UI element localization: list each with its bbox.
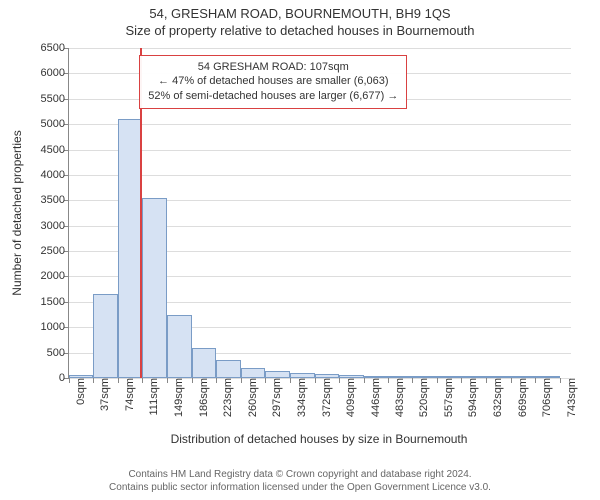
- x-tick-mark: [69, 378, 70, 383]
- histogram-bar: [142, 198, 167, 378]
- y-tick-label: 6500: [41, 42, 69, 54]
- x-tick-label: 483sqm: [392, 378, 406, 417]
- chart-title-subtitle: Size of property relative to detached ho…: [0, 23, 600, 38]
- y-tick-label: 4000: [41, 169, 69, 181]
- chart-title-address: 54, GRESHAM ROAD, BOURNEMOUTH, BH9 1QS: [0, 6, 600, 21]
- x-tick-label: 334sqm: [294, 378, 308, 417]
- x-tick-mark: [265, 378, 266, 383]
- y-tick-label: 4500: [41, 144, 69, 156]
- x-tick-label: 149sqm: [171, 378, 185, 417]
- y-tick-label: 6000: [41, 67, 69, 79]
- histogram-bar: [93, 294, 117, 378]
- plot-area: 0500100015002000250030003500400045005000…: [68, 48, 571, 379]
- x-tick-label: 669sqm: [515, 378, 529, 417]
- histogram-bar: [192, 348, 216, 378]
- grid-line: [69, 48, 571, 49]
- x-tick-label: 111sqm: [146, 378, 160, 416]
- histogram-bar: [118, 119, 142, 378]
- grid-line: [69, 124, 571, 125]
- x-tick-mark: [192, 378, 193, 383]
- info-box-line-2: ← 47% of detached houses are smaller (6,…: [148, 74, 398, 89]
- x-tick-label: 632sqm: [490, 378, 504, 417]
- property-info-box: 54 GRESHAM ROAD: 107sqm← 47% of detached…: [139, 55, 407, 110]
- x-tick-mark: [535, 378, 536, 383]
- y-tick-label: 2500: [41, 245, 69, 257]
- x-tick-label: 260sqm: [245, 378, 259, 417]
- y-tick-label: 0: [59, 372, 69, 384]
- histogram-bar: [216, 360, 240, 378]
- x-tick-label: 706sqm: [539, 378, 553, 417]
- y-tick-label: 1500: [41, 296, 69, 308]
- x-tick-mark: [290, 378, 291, 383]
- x-tick-mark: [437, 378, 438, 383]
- footer-line-1: Contains HM Land Registry data © Crown c…: [0, 468, 600, 481]
- x-tick-label: 520sqm: [416, 378, 430, 417]
- x-tick-mark: [118, 378, 119, 383]
- info-box-line-1: 54 GRESHAM ROAD: 107sqm: [148, 60, 398, 75]
- x-tick-label: 743sqm: [564, 378, 578, 417]
- x-tick-mark: [412, 378, 413, 383]
- x-tick-mark: [241, 378, 242, 383]
- x-tick-mark: [339, 378, 340, 383]
- x-tick-mark: [167, 378, 168, 383]
- x-tick-mark: [461, 378, 462, 383]
- info-box-line-3: 52% of semi-detached houses are larger (…: [148, 89, 398, 104]
- y-tick-label: 2000: [41, 270, 69, 282]
- y-tick-label: 3500: [41, 194, 69, 206]
- chart-footer: Contains HM Land Registry data © Crown c…: [0, 468, 600, 494]
- x-tick-mark: [142, 378, 143, 383]
- y-tick-label: 5500: [41, 93, 69, 105]
- x-tick-mark: [93, 378, 94, 383]
- x-tick-mark: [560, 378, 561, 383]
- histogram-bar: [265, 371, 289, 378]
- grid-line: [69, 175, 571, 176]
- x-tick-label: 409sqm: [343, 378, 357, 417]
- y-tick-label: 5000: [41, 118, 69, 130]
- x-tick-label: 223sqm: [220, 378, 234, 417]
- y-axis-title: Number of detached properties: [10, 48, 24, 378]
- x-tick-label: 297sqm: [269, 378, 283, 417]
- x-tick-label: 446sqm: [368, 378, 382, 417]
- x-tick-label: 0sqm: [73, 378, 87, 405]
- y-tick-label: 500: [47, 347, 69, 359]
- y-tick-label: 3000: [41, 220, 69, 232]
- x-tick-mark: [388, 378, 389, 383]
- x-tick-label: 37sqm: [97, 378, 111, 411]
- x-tick-mark: [486, 378, 487, 383]
- x-tick-mark: [364, 378, 365, 383]
- x-tick-mark: [511, 378, 512, 383]
- x-tick-label: 372sqm: [319, 378, 333, 417]
- x-tick-mark: [216, 378, 217, 383]
- x-tick-label: 74sqm: [122, 378, 136, 411]
- x-tick-label: 186sqm: [196, 378, 210, 417]
- x-tick-label: 594sqm: [465, 378, 479, 417]
- x-axis-title: Distribution of detached houses by size …: [68, 432, 570, 446]
- histogram-bar: [167, 315, 191, 378]
- histogram-bar: [241, 368, 265, 378]
- y-tick-label: 1000: [41, 321, 69, 333]
- footer-line-2: Contains public sector information licen…: [0, 481, 600, 494]
- x-tick-label: 557sqm: [441, 378, 455, 417]
- x-tick-mark: [315, 378, 316, 383]
- chart-title-block: 54, GRESHAM ROAD, BOURNEMOUTH, BH9 1QS S…: [0, 0, 600, 38]
- grid-line: [69, 150, 571, 151]
